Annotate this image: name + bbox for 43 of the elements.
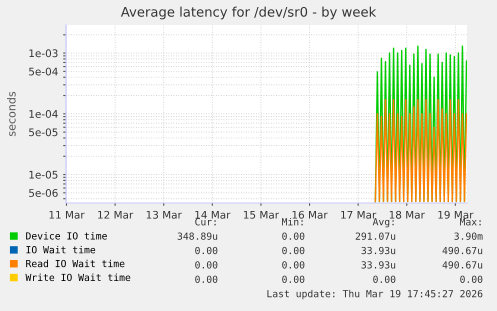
legend-label: Write IO Wait time xyxy=(25,274,130,282)
x-tick-label: 15 Mar xyxy=(244,210,280,219)
x-tick-label: 18 Mar xyxy=(390,210,425,219)
line-series xyxy=(374,99,467,202)
x-tick-label: 19 Mar xyxy=(438,210,474,219)
text: 0.00 xyxy=(460,276,482,283)
text: Last update: Thu Mar 19 17:45:27 2026 xyxy=(267,290,482,300)
text: Avg: xyxy=(372,218,394,228)
y-tick-label: 5e-05 xyxy=(29,128,58,136)
text: 0.00 xyxy=(195,276,218,283)
text: 33.93u xyxy=(362,261,396,269)
text: 0.00 xyxy=(373,276,396,283)
text: 33.93u xyxy=(362,246,396,254)
y-tick-label: 5e-06 xyxy=(29,189,58,197)
text: 0.00 xyxy=(282,246,304,254)
text: 348.89u xyxy=(178,232,218,240)
legend-label: Device IO time xyxy=(26,232,107,240)
text: 291.07u xyxy=(356,232,396,240)
y-tick-label: 1e-05 xyxy=(29,170,58,179)
x-tick-label: 11 Mar xyxy=(50,210,85,219)
text: 490.67u xyxy=(442,246,482,254)
text: Max: xyxy=(460,218,481,226)
x-tick-label: 13 Mar xyxy=(146,210,182,219)
x-tick-label: 14 Mar xyxy=(195,210,230,219)
text: 0.00 xyxy=(282,276,304,283)
text: Cur: xyxy=(195,218,216,226)
y-tick-label: 1e-03 xyxy=(29,49,58,58)
chart-title: Average latency for /dev/sr0 - by week xyxy=(120,6,376,20)
legend-label: Read IO Wait time xyxy=(26,260,124,268)
text: 0.00 xyxy=(195,261,218,269)
x-tick-label: 16 Mar xyxy=(292,210,328,219)
x-tick-label: 12 Mar xyxy=(98,210,134,219)
text: 490.67u xyxy=(442,261,482,269)
legend-label: IO Wait time xyxy=(26,246,96,254)
text: 0.00 xyxy=(282,232,304,240)
x-tick-label: 17 Mar xyxy=(341,210,376,219)
y-tick-label: 5e-04 xyxy=(29,68,58,76)
y-axis-title: seconds xyxy=(7,92,16,136)
y-tick-label: 1e-04 xyxy=(29,110,58,118)
text: 0.00 xyxy=(282,261,304,269)
text: 0.00 xyxy=(195,246,218,254)
text: 3.90m xyxy=(454,232,483,240)
text: Min: xyxy=(282,218,303,226)
